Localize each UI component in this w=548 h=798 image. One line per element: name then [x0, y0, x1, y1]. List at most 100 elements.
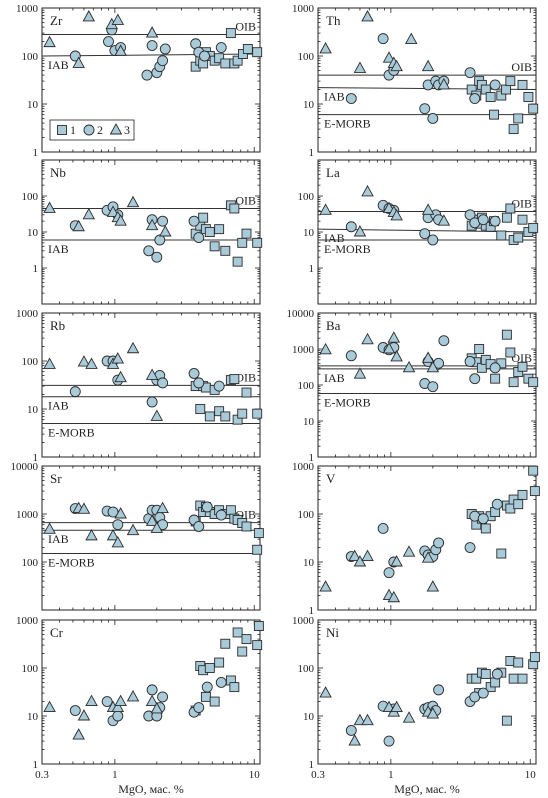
data-point-series-1 — [505, 76, 516, 87]
data-point-series-1 — [474, 344, 485, 354]
data-point-series-3 — [43, 201, 56, 213]
data-point-series-2 — [69, 386, 81, 398]
data-point-series-2 — [112, 519, 124, 531]
data-point-series-2 — [377, 33, 389, 45]
data-point-series-2 — [141, 69, 153, 81]
data-point-series-1 — [195, 404, 206, 414]
data-point-series-2 — [193, 377, 205, 389]
y-tick-label: 1000 — [16, 3, 39, 15]
reference-label-oib: OIB — [511, 197, 532, 211]
data-point-series-3 — [348, 549, 361, 561]
y-tick-label: 10 — [27, 227, 39, 239]
data-point-series-1 — [242, 44, 253, 54]
data-point-series-2 — [464, 542, 476, 554]
y-tick-label: 1 — [309, 452, 315, 464]
data-point-series-3 — [106, 205, 120, 217]
data-point-series-3 — [77, 709, 91, 721]
data-point-series-2 — [464, 209, 476, 221]
data-point-series-3 — [390, 555, 403, 567]
data-point-series-3 — [43, 357, 56, 369]
data-point-series-2 — [345, 724, 357, 736]
data-point-series-1 — [209, 696, 220, 707]
x-tick-label: 10 — [249, 769, 261, 781]
data-point-series-1 — [252, 408, 263, 419]
data-point-series-2 — [199, 50, 210, 62]
data-point-series-1 — [229, 374, 240, 385]
x-tick-label: 10 — [525, 769, 537, 781]
data-point-series-2 — [345, 93, 357, 104]
panel-frame — [317, 465, 537, 611]
data-point-series-2 — [419, 228, 431, 240]
data-point-series-1 — [508, 673, 519, 684]
y-tick-label: 1 — [309, 263, 315, 275]
panel-element-label: Th — [326, 13, 341, 28]
data-point-series-1 — [496, 230, 507, 241]
data-point-series-2 — [157, 55, 169, 67]
data-point-series-1 — [517, 214, 528, 225]
data-point-series-1 — [523, 92, 534, 102]
y-tick-label: 1 — [33, 147, 39, 159]
panel-frame — [41, 465, 261, 611]
data-point-series-3 — [402, 711, 416, 723]
data-point-series-2 — [157, 215, 169, 227]
data-point-series-2 — [193, 232, 205, 244]
panel-element-label: La — [326, 165, 340, 180]
data-point-series-3 — [387, 590, 401, 603]
data-point-series-3 — [361, 184, 374, 197]
data-point-series-3 — [387, 331, 401, 343]
data-point-series-2 — [489, 215, 501, 227]
data-point-series-3 — [319, 580, 332, 592]
data-point-series-3 — [106, 528, 120, 541]
data-point-series-1 — [517, 79, 528, 90]
data-point-series-1 — [252, 544, 263, 555]
data-point-series-1 — [232, 256, 243, 267]
data-point-series-1 — [204, 227, 215, 237]
y-tick-label: 100 — [22, 663, 39, 675]
data-point-series-1 — [214, 657, 225, 668]
data-point-series-1 — [232, 627, 243, 638]
data-point-series-3 — [111, 535, 125, 548]
y-tick-label: 10 — [303, 99, 315, 111]
data-point-series-3 — [319, 42, 332, 54]
data-point-series-3 — [126, 689, 140, 702]
data-point-series-1 — [513, 113, 524, 124]
data-point-series-3 — [421, 203, 435, 215]
y-tick-label: 100 — [22, 191, 39, 203]
panel-element-label: Nb — [50, 165, 66, 180]
data-point-series-1 — [225, 28, 236, 39]
data-point-series-2 — [213, 380, 225, 392]
data-point-series-1 — [198, 212, 209, 223]
data-point-series-3 — [390, 208, 403, 221]
legend: 1 2 3 — [49, 119, 135, 141]
reference-label-e-morb: E-MORB — [324, 117, 371, 131]
panel-element-label: V — [326, 471, 336, 486]
data-point-series-1 — [501, 84, 511, 95]
data-point-series-3 — [85, 528, 98, 541]
y-tick-label: 100 — [298, 380, 315, 392]
data-point-series-1 — [209, 241, 220, 252]
data-point-series-3 — [404, 32, 418, 45]
y-tick-label: 10 — [27, 711, 39, 723]
y-tick-label: 10 — [303, 711, 315, 723]
data-point-series-3 — [150, 702, 164, 714]
y-tick-label: 10 — [303, 227, 315, 239]
data-point-series-1 — [241, 634, 252, 645]
data-point-series-2 — [215, 42, 227, 53]
panel-frame — [317, 619, 537, 765]
data-point-series-3 — [421, 59, 435, 72]
data-point-series-3 — [126, 523, 140, 536]
data-point-series-3 — [114, 370, 127, 383]
data-point-series-1 — [237, 408, 248, 419]
x-tick-label: 0.3 — [311, 769, 325, 781]
data-point-series-3 — [114, 214, 127, 226]
data-point-series-1 — [508, 377, 519, 388]
panel-frame — [317, 7, 537, 153]
data-point-series-3 — [390, 700, 403, 712]
data-point-series-2 — [151, 251, 163, 263]
y-tick-label: 100 — [22, 557, 39, 569]
data-point-series-3 — [72, 219, 85, 232]
data-point-series-2 — [69, 705, 81, 716]
data-point-series-3 — [77, 355, 91, 367]
reference-label-oib: OIB — [235, 193, 256, 207]
